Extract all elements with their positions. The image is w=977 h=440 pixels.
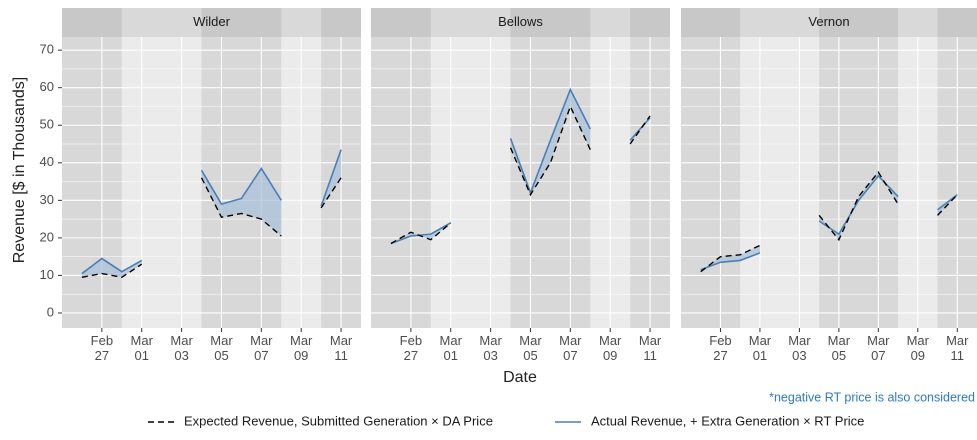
x-tick-label-line: Mar	[290, 333, 313, 348]
facet-title: Vernon	[808, 14, 849, 29]
legend-label: Actual Revenue, + Extra Generation × RT …	[591, 413, 864, 428]
series-line	[81, 177, 342, 279]
x-tick-label: Mar 05	[210, 333, 233, 363]
x-tick-label: Mar 05	[828, 333, 851, 363]
x-tick-label: Feb 27	[709, 333, 731, 363]
y-tick-label: 70	[40, 42, 54, 57]
x-tick-label-line: Mar	[519, 333, 542, 348]
panel-background	[681, 37, 977, 328]
y-tick-label: 40	[40, 154, 54, 169]
x-tick-label: Mar 07	[559, 333, 582, 363]
x-tick-label-line: Mar	[788, 333, 811, 348]
x-tick-label: Feb 27	[400, 333, 422, 363]
y-tick-label: 0	[47, 304, 54, 319]
y-tick-label: 20	[40, 229, 54, 244]
x-tick-label-line: 09	[294, 348, 308, 363]
y-tick-label: 60	[40, 79, 54, 94]
x-tick-label-line: Mar	[210, 333, 233, 348]
highlight-span	[62, 8, 122, 328]
x-tick-label-line: Mar	[479, 333, 502, 348]
x-tick-label: Mar 09	[907, 333, 930, 363]
highlight-span	[371, 8, 431, 328]
highlight-span	[510, 8, 591, 328]
x-tick-label-line: 03	[792, 348, 806, 363]
x-tick-label-line: 07	[871, 348, 885, 363]
series-line	[390, 87, 651, 245]
x-tick-label: Mar 11	[946, 333, 969, 363]
x-tick-label-line: 11	[643, 348, 657, 363]
x-tick-label: Mar 03	[479, 333, 502, 363]
x-tick-label-line: 09	[603, 348, 617, 363]
x-tick-label: Mar 01	[440, 333, 463, 363]
x-tick-label-line: 01	[134, 348, 148, 363]
x-tick-label-line: 05	[214, 348, 228, 363]
highlight-span	[681, 8, 741, 328]
x-tick-label: Mar 03	[170, 333, 193, 363]
series-line	[700, 170, 958, 273]
x-tick-label: Mar 01	[131, 333, 154, 363]
x-tick-label-line: 03	[174, 348, 188, 363]
x-tick-label-line: Mar	[867, 333, 890, 348]
x-tick-label-line: Mar	[330, 333, 353, 348]
x-tick-label-line: 01	[443, 348, 457, 363]
panel-background	[62, 37, 361, 328]
y-tick-label: 30	[40, 192, 54, 207]
x-tick-label: Mar 09	[290, 333, 313, 363]
x-tick-label: Mar 11	[639, 333, 662, 363]
x-tick-label-line: 27	[713, 348, 727, 363]
facet-title: Bellows	[498, 14, 543, 29]
x-tick-label-line: Mar	[749, 333, 772, 348]
x-tick-label-line: Mar	[946, 333, 969, 348]
x-tick-label: Mar 09	[599, 333, 622, 363]
x-tick-label-line: Feb	[91, 333, 113, 348]
x-tick-label-line: 05	[832, 348, 846, 363]
x-tick-label-line: Mar	[170, 333, 193, 348]
x-tick-label-line: 01	[753, 348, 767, 363]
x-tick-label-line: Mar	[440, 333, 463, 348]
strip-background	[681, 8, 977, 37]
x-tick-label: Mar 05	[519, 333, 542, 363]
x-tick-label-line: 07	[563, 348, 577, 363]
facet-title: Wilder	[193, 14, 231, 29]
x-tick-label-line: Mar	[828, 333, 851, 348]
x-tick-label-line: Mar	[599, 333, 622, 348]
x-tick-label-line: 07	[254, 348, 268, 363]
panel-background	[371, 37, 670, 328]
y-tick-label: 10	[40, 267, 54, 282]
x-tick-label-line: Mar	[559, 333, 582, 348]
x-tick-label-line: 27	[404, 348, 418, 363]
x-tick-label-line: Feb	[400, 333, 422, 348]
y-axis-title: Revenue [$ in Thousands]	[11, 77, 28, 264]
x-tick-label: Mar 07	[250, 333, 273, 363]
highlight-span	[819, 8, 899, 328]
x-tick-label-line: 11	[951, 348, 965, 363]
x-tick-label-line: 09	[911, 348, 925, 363]
x-tick-label-line: Mar	[907, 333, 930, 348]
x-tick-label: Mar 03	[788, 333, 811, 363]
y-tick-label: 50	[40, 117, 54, 132]
x-tick-label: Feb 27	[91, 333, 113, 363]
x-tick-label: Mar 07	[867, 333, 890, 363]
x-tick-label: Mar 11	[330, 333, 353, 363]
strip-background	[371, 8, 670, 37]
x-tick-label-line: Mar	[131, 333, 154, 348]
x-axis-title: Date	[503, 369, 537, 386]
x-tick-label-line: 11	[334, 348, 348, 363]
highlight-span	[201, 8, 282, 328]
x-tick-label-line: 05	[523, 348, 537, 363]
x-tick-label-line: Feb	[709, 333, 731, 348]
note: *negative RT price is also considered	[769, 390, 975, 404]
series-line	[81, 149, 342, 275]
legend-label: Expected Revenue, Submitted Generation ×…	[184, 413, 493, 428]
x-tick-label-line: 27	[95, 348, 109, 363]
series-line	[390, 104, 651, 245]
x-tick-label-line: Mar	[250, 333, 273, 348]
x-tick-label-line: Mar	[639, 333, 662, 348]
x-tick-label-line: 03	[483, 348, 497, 363]
x-tick-label: Mar 01	[749, 333, 772, 363]
strip-background	[62, 8, 361, 37]
ribbon	[700, 245, 760, 272]
